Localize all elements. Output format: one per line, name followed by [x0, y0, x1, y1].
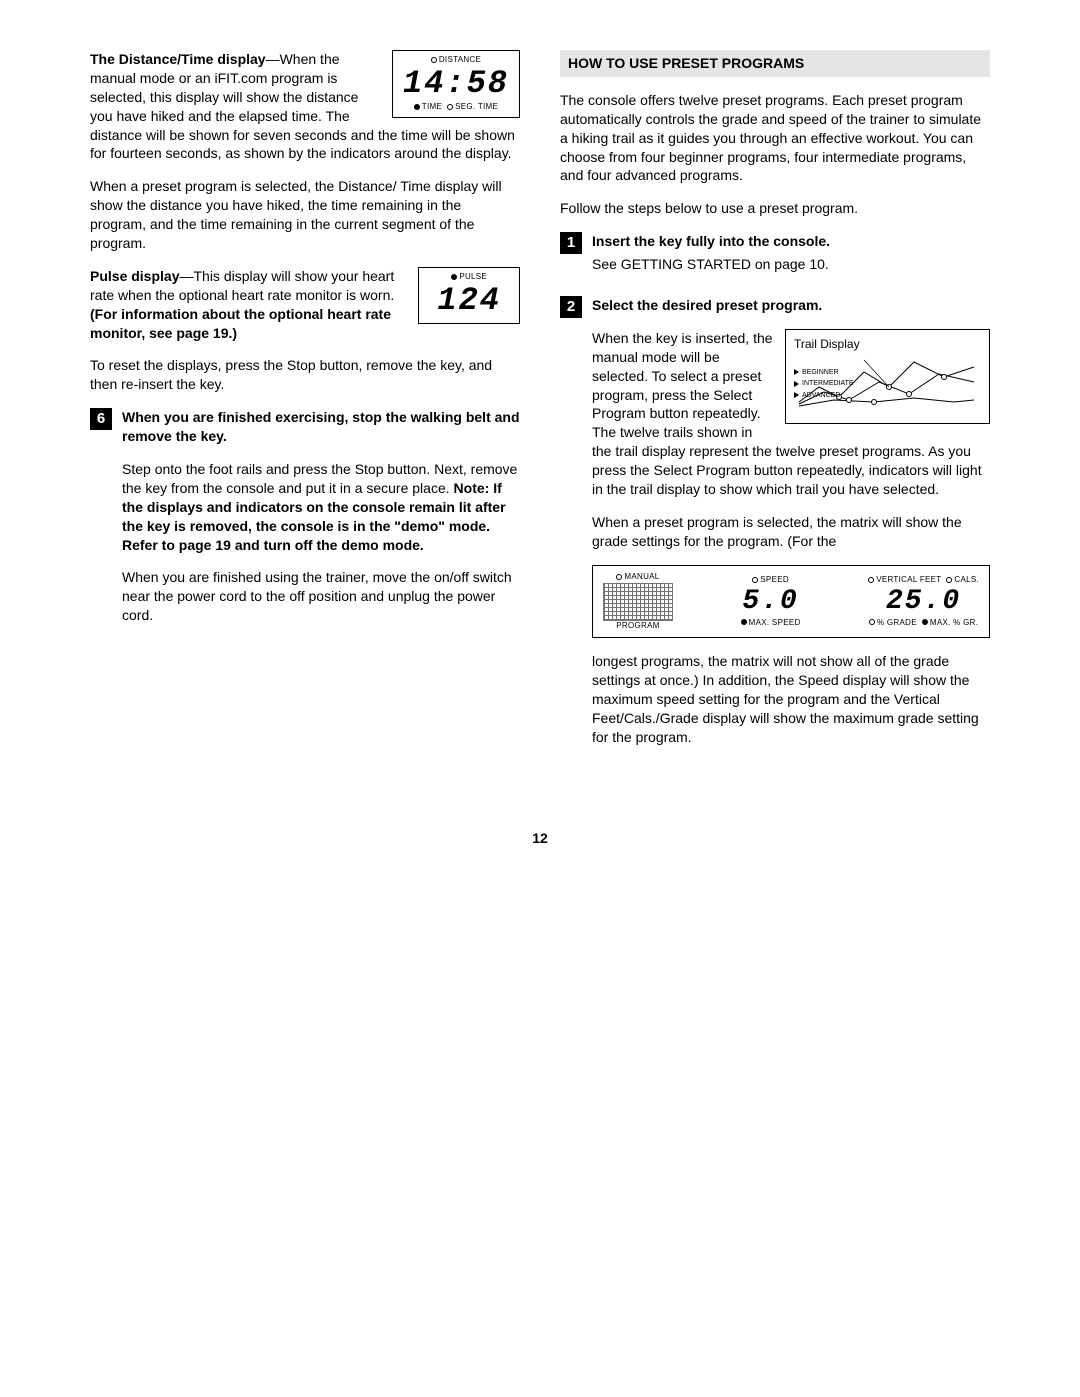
- trail-level-advanced: ADVANCED: [802, 392, 840, 399]
- trail-level-intermediate: INTERMEDIATE: [802, 380, 854, 387]
- dist-time-para2: When a preset program is selected, the D…: [90, 177, 520, 253]
- step-2: 2 Select the desired preset program. Tra…: [560, 296, 990, 761]
- console-matrix-cell: MANUAL PROGRAM: [603, 572, 673, 632]
- lcd-segtime-label: SEG. TIME: [455, 102, 498, 111]
- lcd-distance-label: DISTANCE: [439, 55, 481, 64]
- step-6-title: When you are finished exercising, stop t…: [122, 408, 520, 446]
- pulse-para2: To reset the displays, press the Stop bu…: [90, 356, 520, 394]
- step-1: 1 Insert the key fully into the console.…: [560, 232, 990, 288]
- matrix-icon: [603, 583, 673, 621]
- step-6-number: 6: [90, 408, 112, 430]
- step-6-para1: Step onto the foot rails and press the S…: [122, 460, 520, 554]
- lcd-pulse-value: 124: [437, 283, 501, 319]
- distance-time-lcd: DISTANCE 14:58 TIME SEG. TIME: [392, 50, 520, 118]
- step-1-title: Insert the key fully into the console.: [592, 232, 990, 251]
- preset-intro2: Follow the steps below to use a preset p…: [560, 199, 990, 218]
- page-number: 12: [90, 829, 990, 848]
- trail-display-diagram: Trail Display BEGINNER INTERMEDIATE ADVA: [785, 329, 990, 424]
- trail-display-title: Trail Display: [794, 336, 981, 352]
- page-columns: DISTANCE 14:58 TIME SEG. TIME The Distan…: [90, 50, 990, 769]
- step-2-number: 2: [560, 296, 582, 318]
- right-column: HOW TO USE PRESET PROGRAMS The console o…: [560, 50, 990, 769]
- preset-programs-header: HOW TO USE PRESET PROGRAMS: [560, 50, 990, 77]
- step-2-para2: When a preset program is selected, the m…: [592, 513, 990, 551]
- pulse-lcd: PULSE 124: [418, 267, 520, 324]
- lcd-distance-value: 14:58: [403, 66, 509, 102]
- lcd-pulse-label: PULSE: [459, 272, 487, 281]
- trail-level-beginner: BEGINNER: [802, 369, 839, 376]
- step-2-para3: longest programs, the matrix will not sh…: [592, 652, 990, 746]
- left-column: DISTANCE 14:58 TIME SEG. TIME The Distan…: [90, 50, 520, 769]
- preset-intro1: The console offers twelve preset program…: [560, 91, 990, 185]
- console-grade-cell: VERTICAL FEET CALS. 25.0 % GRADE MAX. % …: [868, 575, 979, 629]
- step-2-title: Select the desired preset program.: [592, 296, 990, 315]
- step-1-number: 1: [560, 232, 582, 254]
- console-diagram: MANUAL PROGRAM SPEED 5.0 MAX. SPEED VERT…: [592, 565, 990, 639]
- step-6-para2: When you are finished using the trainer,…: [122, 568, 520, 625]
- pulse-section: PULSE 124 Pulse display—This display wil…: [90, 267, 520, 394]
- step-1-body: See GETTING STARTED on page 10.: [592, 255, 990, 274]
- speed-value: 5.0: [741, 586, 801, 618]
- step-6: 6 When you are finished exercising, stop…: [90, 408, 520, 639]
- grade-value: 25.0: [868, 586, 979, 618]
- console-speed-cell: SPEED 5.0 MAX. SPEED: [741, 575, 801, 629]
- distance-time-section: DISTANCE 14:58 TIME SEG. TIME The Distan…: [90, 50, 520, 253]
- lcd-time-label: TIME: [422, 102, 442, 111]
